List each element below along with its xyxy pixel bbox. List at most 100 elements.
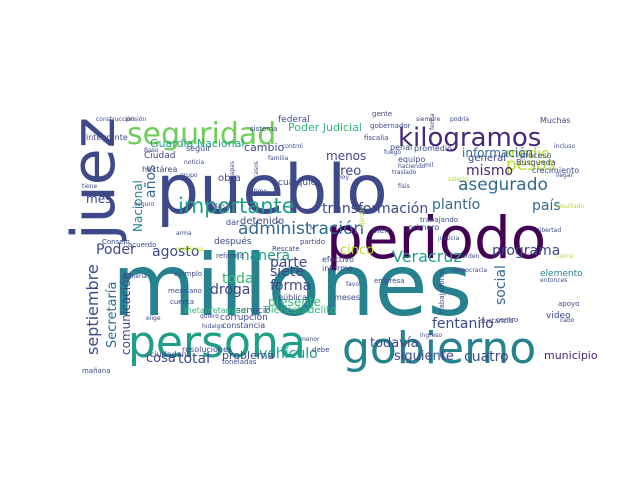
cloud-word: trabajadores	[438, 269, 446, 314]
cloud-word: Nacional	[131, 180, 145, 232]
cloud-word: sustancia	[480, 317, 513, 325]
cloud-word: cosa	[146, 351, 176, 366]
cloud-word: resultado	[556, 203, 584, 210]
cloud-word: mexicano	[168, 287, 202, 295]
cloud-word: empresa	[374, 277, 405, 285]
cloud-word: favor	[346, 281, 362, 288]
cloud-word: primero	[408, 223, 439, 232]
cloud-word: ciudadano	[150, 350, 192, 359]
cloud-word: mismo	[466, 163, 513, 179]
cloud-word: tiene	[82, 183, 98, 190]
cloud-word: pueblo	[156, 151, 388, 230]
cloud-word: cabo	[560, 317, 575, 324]
cloud-word: presente	[268, 295, 321, 309]
cloud-word: incluso	[554, 143, 575, 150]
cloud-word: siete	[270, 264, 304, 280]
cloud-word: prisión	[126, 116, 146, 123]
cloud-word: físis	[398, 183, 410, 190]
cloud-word: Poder	[96, 242, 136, 258]
cloud-word: ejército	[359, 205, 366, 228]
cloud-word: social	[493, 265, 509, 305]
cloud-word: ejemplo	[174, 270, 202, 278]
cloud-word: entonces	[540, 277, 567, 284]
cloud-word: arma	[176, 230, 192, 237]
cloud-word: crecimiento	[532, 166, 579, 175]
cloud-word: federal	[278, 115, 310, 125]
cloud-word: forma	[270, 278, 311, 294]
cloud-word: meses	[334, 293, 360, 302]
cloud-word: problema	[222, 349, 274, 362]
cloud-word: resoluciones	[182, 345, 232, 354]
cloud-word: minería	[124, 273, 147, 280]
cloud-word: información	[462, 146, 533, 160]
cloud-word: constancia	[222, 321, 265, 330]
cloud-word: dar	[226, 218, 240, 227]
cloud-word: grupo	[180, 172, 198, 179]
cloud-word: sistema	[250, 125, 277, 133]
cloud-word: menos	[326, 149, 366, 163]
cloud-word: salario	[448, 176, 468, 183]
cloud-word: obra	[218, 173, 241, 184]
cloud-word: Consejo	[102, 238, 130, 246]
cloud-word: cuatro	[464, 349, 509, 365]
cloud-word: hoy	[338, 174, 349, 181]
cloud-word: seguir	[186, 144, 211, 153]
cloud-word: penal	[390, 143, 412, 152]
cloud-word: Ciudad	[144, 151, 175, 161]
cloud-word: efectivo	[322, 255, 354, 264]
cloud-word: periodo	[326, 204, 546, 272]
cloud-word: debe	[312, 346, 330, 354]
cloud-word: delito	[308, 305, 336, 316]
cloud-word: hectárea	[142, 165, 177, 174]
cloud-word: seguro	[134, 201, 155, 208]
cloud-word: toda	[222, 271, 254, 287]
cloud-word: administración	[238, 219, 364, 239]
cloud-word: equipo	[398, 155, 425, 164]
cloud-word: Plan	[212, 203, 225, 210]
cloud-word: seguridad	[127, 117, 276, 152]
cloud-word: construcción	[96, 116, 134, 123]
cloud-word: transformación	[322, 201, 428, 217]
cloud-word: pesos	[506, 155, 556, 175]
cloud-word: Chiapas	[229, 161, 236, 185]
cloud-word: Poder Judicial	[288, 121, 362, 134]
cloud-word: septiembre	[83, 264, 102, 355]
cloud-word: cuenta	[170, 298, 194, 306]
cloud-word: metanfetamina	[184, 306, 246, 315]
cloud-word: medicina	[176, 246, 204, 253]
cloud-word: apoyo	[558, 300, 579, 308]
cloud-word: persona	[128, 317, 306, 368]
cloud-word: siempre	[416, 116, 440, 123]
cloud-word: partido	[300, 238, 325, 246]
cloud-word: fecha	[429, 113, 436, 130]
cloud-word: elemento	[540, 269, 583, 279]
cloud-word: haciendo	[398, 163, 426, 170]
cloud-word: bien	[372, 226, 389, 235]
cloud-word: total	[178, 351, 210, 367]
cloud-word: vehículo	[259, 346, 318, 362]
cloud-word: servicio	[236, 306, 271, 316]
cloud-word: corrupción	[220, 312, 268, 323]
cloud-word: Rescate	[272, 245, 300, 253]
cloud-word: gobernador	[370, 122, 411, 130]
cloud-word: Bienestar	[264, 305, 313, 316]
cloud-word: manera	[236, 248, 290, 264]
cloud-word: cierre	[556, 253, 573, 260]
cloud-word: programa	[492, 243, 560, 259]
cloud-word: menor	[300, 336, 320, 343]
cloud-word: asegurado	[458, 175, 548, 195]
cloud-word: medio	[506, 146, 550, 162]
cloud-word: fentanilo	[432, 316, 494, 332]
cloud-word: detenido	[240, 216, 284, 227]
cloud-word: años	[143, 165, 159, 198]
cloud-word: fiscalía	[364, 134, 388, 142]
cloud-word: después	[214, 236, 252, 247]
cloud-word: Guardia Nacional	[150, 137, 244, 150]
cloud-word: casos	[253, 161, 260, 178]
cloud-word: Muchas	[540, 116, 571, 125]
cloud-word: todavía	[370, 336, 419, 351]
cloud-word: cinco	[340, 243, 374, 258]
